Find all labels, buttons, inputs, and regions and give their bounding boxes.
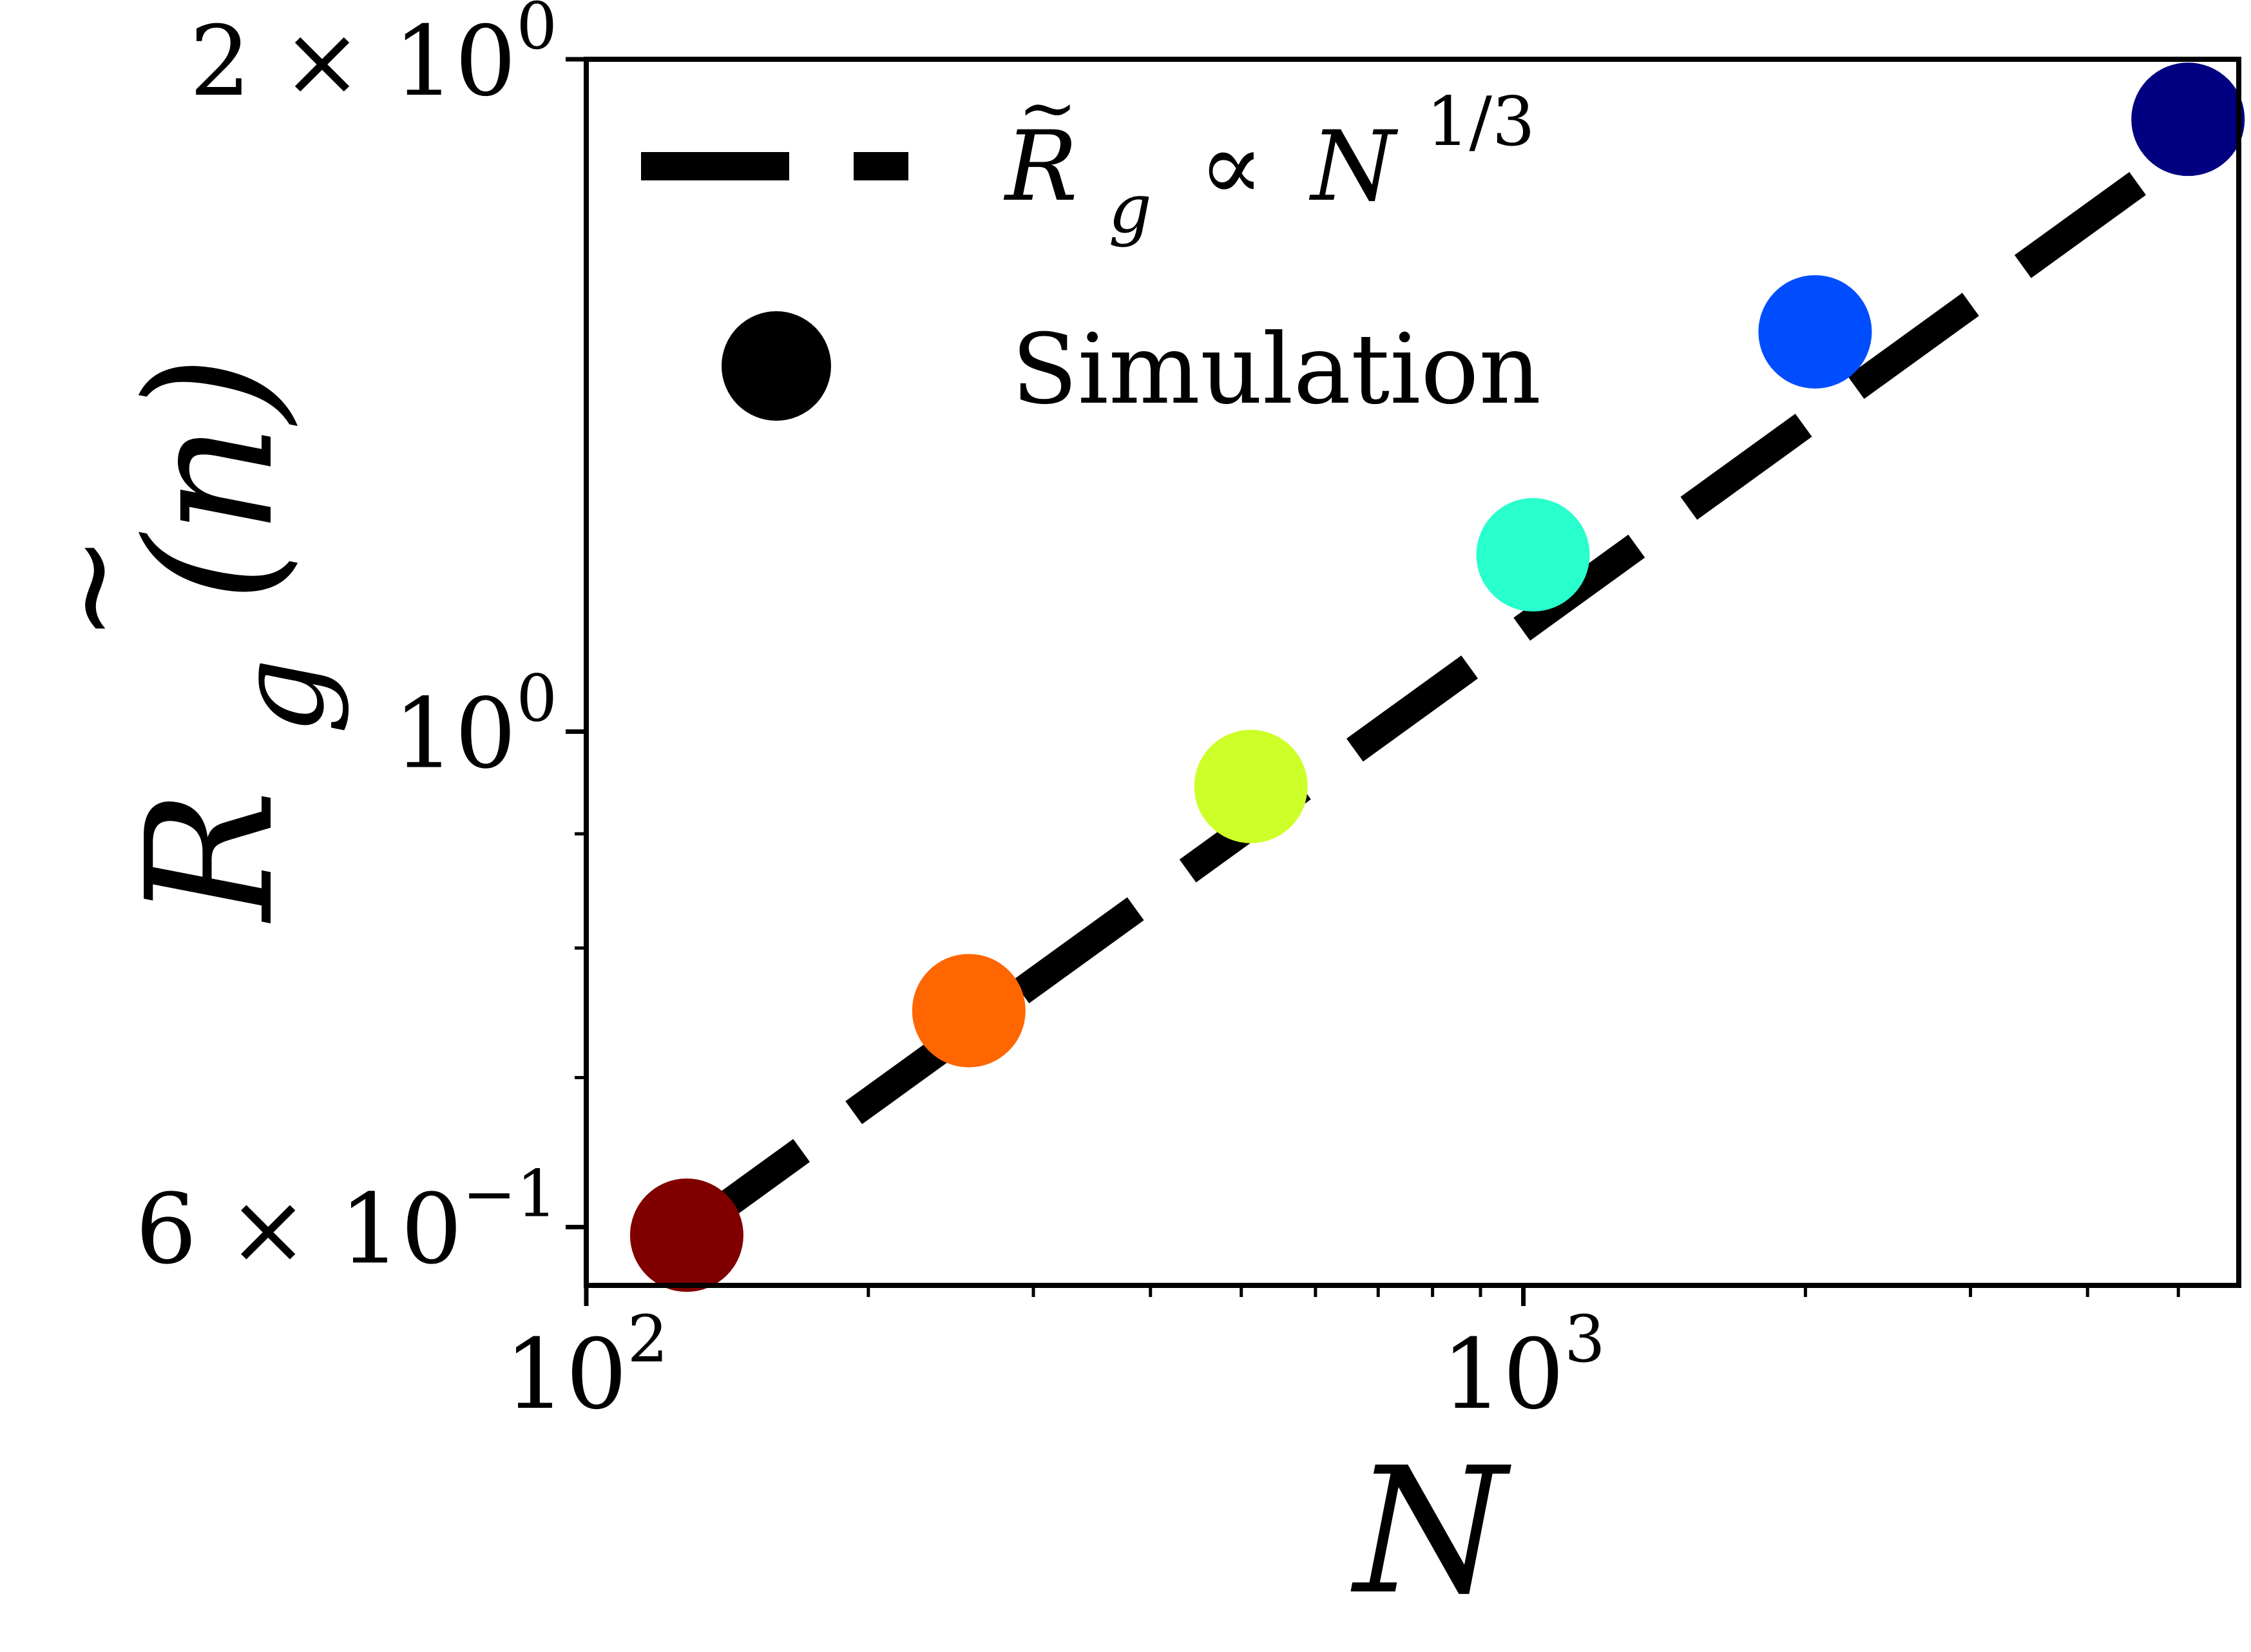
y-axis-title: ~ R g (n) [0,355,363,923]
legend-power-law-accent: ~ [1018,66,1077,149]
x-axis: 102 103 [504,1285,2180,1431]
y-tick-label-0: 6 × 10−1 [135,1157,557,1286]
simulation-point-4 [1758,275,1872,389]
x-tick-label-1: 103 [1441,1301,1605,1431]
legend-power-law-lhs: R [1003,111,1078,223]
x-axis-title: N [1348,1430,1511,1633]
y-tick-label-1: 100 [394,660,558,790]
y-axis-title-argument: (n) [109,355,312,603]
legend-power-law-relation: ∝ [1199,111,1265,223]
svg-text:~ R g (n): ~ R g (n) [0,355,363,923]
simulation-point-5 [2131,62,2245,177]
y-axis-title-base: R [109,790,312,924]
simulation-point-0 [629,1178,743,1292]
legend-label-simulation: Simulation [1011,314,1541,426]
plot-area [629,62,2245,1292]
plot-frame [584,57,2241,1288]
y-tick-label-2: 2 × 100 [189,0,557,118]
legend-power-law-exponent: 1/3 [1426,82,1535,161]
legend-power-law-subscript: g [1109,169,1152,248]
legend-label-power-law: ~ R g ∝ N 1/3 [1003,43,1535,255]
simulation-point-1 [912,954,1026,1068]
legend-marker-swatch [722,311,831,421]
y-axis: 6 × 10−1 100 2 × 100 [135,0,586,1286]
legend: ~ R g ∝ N 1/3 Simulation [641,43,1541,426]
simulation-point-3 [1476,498,1590,612]
legend-power-law-rhs: N [1309,111,1399,223]
y-axis-title-subscript: g [211,658,350,734]
x-tick-label-0: 102 [504,1301,669,1431]
power-law-fit-line [678,135,2197,1245]
y-axis-title-accent: ~ [16,534,166,642]
simulation-point-2 [1194,729,1308,843]
